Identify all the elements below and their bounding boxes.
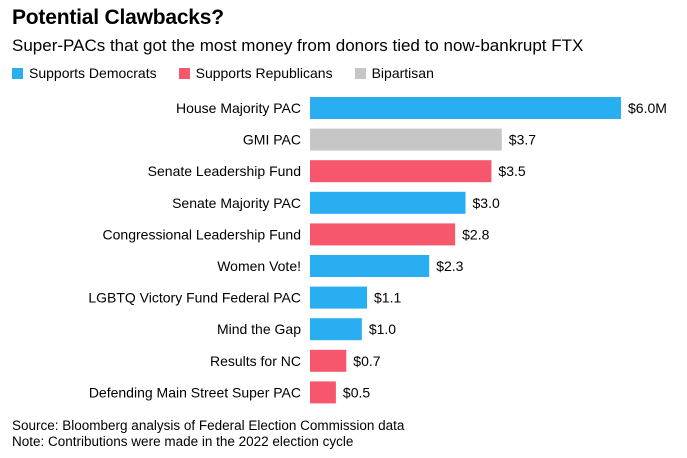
legend-label-republicans: Supports Republicans (195, 65, 333, 81)
bar-senate-leadership-fund (310, 160, 492, 183)
bar-house-majority-pac (310, 97, 621, 119)
bar-congressional-leadership-fund (310, 223, 456, 246)
legend: Supports Democrats Supports Republicans … (12, 64, 456, 82)
value-label-lgbtq-victory-fund-federal-pac: $1.1 (374, 290, 401, 306)
value-label-house-majority-pac: $6.0M (628, 100, 667, 116)
legend-swatch-republicans (178, 67, 190, 79)
category-label-results-for-nc: Results for NC (210, 353, 301, 369)
legend-label-bipartisan: Bipartisan (371, 65, 434, 81)
value-label-senate-leadership-fund: $3.5 (498, 163, 525, 179)
legend-item-bipartisan: Bipartisan (354, 65, 434, 81)
chart-title: Potential Clawbacks? (12, 6, 224, 29)
legend-item-republicans: Supports Republicans (178, 65, 333, 81)
footnote: Note: Contributions were made in the 202… (12, 434, 354, 449)
value-label-senate-majority-pac: $3.0 (473, 195, 500, 211)
category-label-lgbtq-victory-fund-federal-pac: LGBTQ Victory Fund Federal PAC (88, 290, 301, 306)
source-note: Source: Bloomberg analysis of Federal El… (12, 418, 405, 433)
legend-swatch-bipartisan (354, 67, 366, 79)
bar-women-vote (310, 255, 430, 277)
category-label-house-majority-pac: House Majority PAC (176, 100, 301, 116)
category-label-senate-leadership-fund: Senate Leadership Fund (148, 163, 301, 179)
legend-label-democrats: Supports Democrats (29, 65, 157, 81)
bar-mind-the-gap (310, 318, 362, 341)
value-label-congressional-leadership-fund: $2.8 (462, 226, 489, 242)
category-label-women-vote: Women Vote! (217, 258, 301, 274)
value-label-defending-main-street-super-pac: $0.5 (343, 384, 370, 400)
category-label-mind-the-gap: Mind the Gap (217, 321, 301, 337)
bar-senate-majority-pac (310, 191, 466, 214)
category-label-defending-main-street-super-pac: Defending Main Street Super PAC (89, 384, 301, 400)
category-label-congressional-leadership-fund: Congressional Leadership Fund (103, 226, 301, 242)
legend-swatch-democrats (12, 67, 23, 79)
category-label-senate-majority-pac: Senate Majority PAC (172, 195, 301, 211)
value-label-mind-the-gap: $1.0 (369, 321, 396, 337)
bar-lgbtq-victory-fund-federal-pac (310, 286, 368, 309)
bar-results-for-nc (310, 349, 347, 372)
bar-gmi-pac (310, 128, 502, 151)
value-label-results-for-nc: $0.7 (353, 353, 380, 369)
value-label-gmi-pac: $3.7 (509, 132, 536, 148)
value-label-women-vote: $2.3 (436, 258, 463, 274)
legend-item-democrats: Supports Democrats (12, 65, 157, 81)
bar-defending-main-street-super-pac (310, 381, 336, 404)
category-label-gmi-pac: GMI PAC (243, 132, 301, 148)
chart-subtitle: Super-PACs that got the most money from … (12, 36, 584, 55)
